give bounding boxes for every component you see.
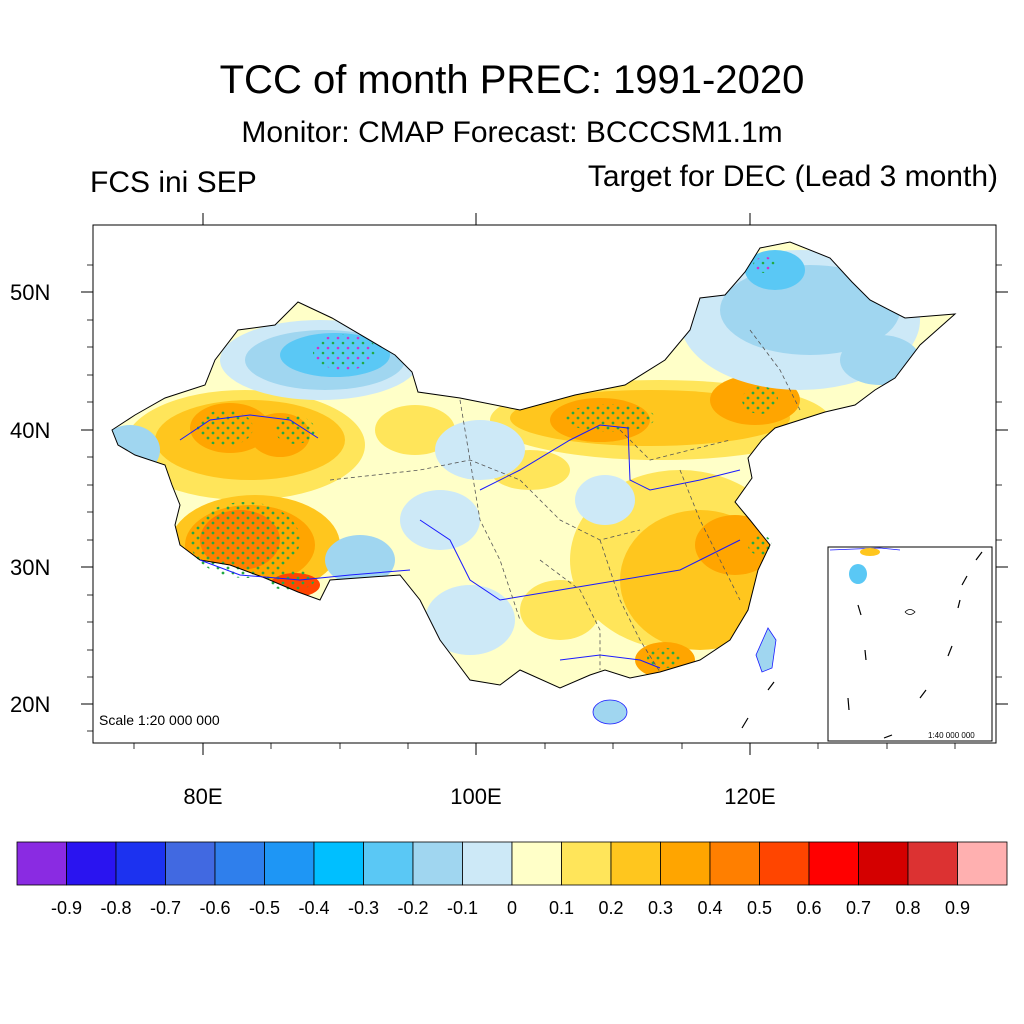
target-label: Target for DEC (Lead 3 month) <box>587 160 998 193</box>
china-outline <box>111 241 957 689</box>
colorbar-swatch <box>957 841 1008 886</box>
minor-ticks <box>87 264 1002 749</box>
rivers <box>179 414 741 669</box>
lat-label-30n: 30N <box>10 555 51 580</box>
colorbar-tick-label: -0.7 <box>149 898 182 918</box>
colorbar-tick-label: -0.8 <box>100 898 132 918</box>
colorbar-tick-label: -0.3 <box>347 898 380 918</box>
lat-label-20n: 20N <box>10 692 51 717</box>
colorbar-swatch <box>214 841 265 886</box>
colorbar-swatch <box>759 841 810 886</box>
plot-subtitle: Monitor: CMAP Forecast: BCCCSM1.1m <box>241 116 783 149</box>
significance-stipple <box>190 257 778 668</box>
colorbar-swatch <box>907 841 958 886</box>
nine-dash-line-main <box>741 681 775 729</box>
colorbar-tick-label: 0.9 <box>944 898 971 918</box>
colorbar <box>16 841 1008 886</box>
colorbar-tick-label: 0 <box>506 898 518 918</box>
colorbar-swatch <box>115 841 166 886</box>
colorbar-tick-label: -0.4 <box>298 898 330 918</box>
colorbar-swatch <box>363 841 414 886</box>
colorbar-swatch <box>808 841 859 886</box>
colorbar-swatch <box>264 841 315 886</box>
colorbar-tick-label: -0.1 <box>446 898 479 918</box>
colorbar-swatch <box>462 841 513 886</box>
colorbar-tick-label: 0.5 <box>746 898 773 918</box>
hainan-island <box>592 699 628 725</box>
lon-label-80e: 80E <box>183 784 223 809</box>
south-china-sea-inset <box>827 546 993 742</box>
colorbar-tick-label: 0.6 <box>796 898 822 918</box>
axis-ticks <box>81 213 1008 755</box>
colorbar-swatch <box>412 841 463 886</box>
colorbar-tick-label: 0.1 <box>548 898 575 918</box>
colorbar-swatch <box>709 841 760 886</box>
colorbar-swatch <box>858 841 909 886</box>
colorbar-tick-label: 0.7 <box>845 898 872 918</box>
colorbar-swatch <box>561 841 612 886</box>
colorbar-tick-label: -0.9 <box>50 898 83 918</box>
colorbar-swatch <box>165 841 216 886</box>
lat-label-50n: 50N <box>10 280 51 305</box>
init-label: FCS ini SEP <box>90 166 257 199</box>
province-borders <box>329 329 801 673</box>
colorbar-tick-label: 0.8 <box>895 898 921 918</box>
colorbar-swatch <box>16 841 67 886</box>
plot-title: TCC of month PREC: 1991-2020 <box>219 58 805 102</box>
lon-label-100e: 100E <box>450 784 502 809</box>
colorbar-tick-label: 0.3 <box>647 898 674 918</box>
colorbar-swatch <box>660 841 711 886</box>
colorbar-swatch <box>511 841 562 886</box>
colorbar-tick-label: -0.5 <box>248 898 281 918</box>
lat-label-40n: 40N <box>10 418 51 443</box>
scale-main-label: Scale 1:20 000 000 <box>99 712 220 728</box>
colorbar-tick-label: -0.6 <box>199 898 231 918</box>
colorbar-tick-label: -0.2 <box>397 898 429 918</box>
lon-label-120e: 120E <box>724 784 776 809</box>
taiwan-island <box>755 627 777 673</box>
colorbar-swatch <box>66 841 117 886</box>
colorbar-tick-label: 0.2 <box>598 898 624 918</box>
colorbar-tick-label: 0.4 <box>697 898 723 918</box>
scale-inset-label: 1:40 000 000 <box>928 731 975 740</box>
colorbar-swatch <box>610 841 661 886</box>
colorbar-swatch <box>313 841 364 886</box>
